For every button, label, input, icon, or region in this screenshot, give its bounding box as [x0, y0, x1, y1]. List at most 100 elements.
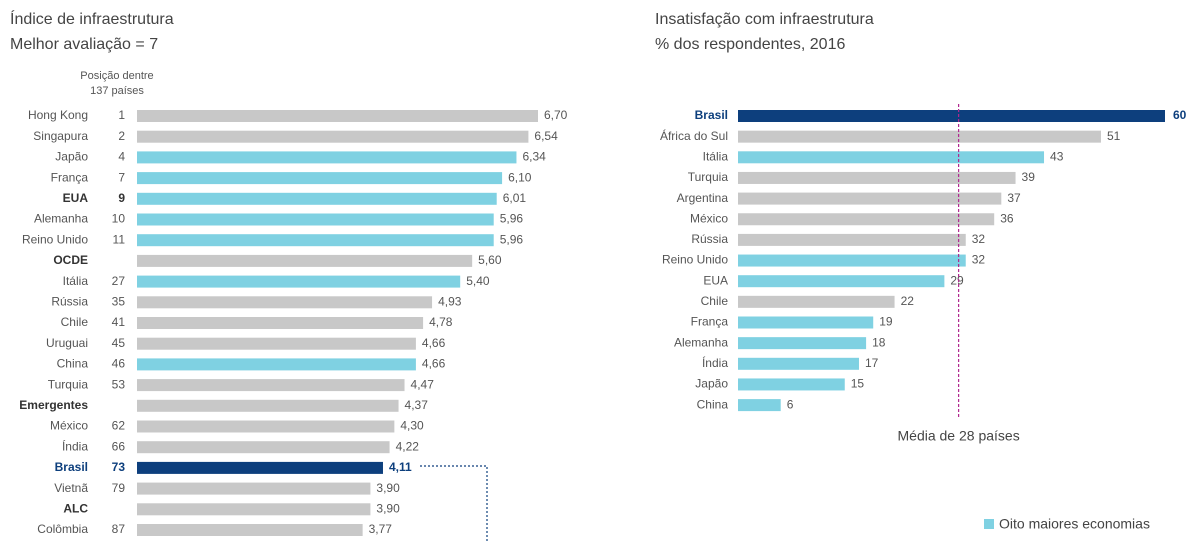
value-label: 36 [1000, 211, 1014, 225]
rank-label: 53 [112, 377, 126, 391]
value-label: 6,70 [544, 108, 568, 122]
category-label: Vietnã [54, 481, 88, 495]
chart-title: Insatisfação com infraestrutura [655, 11, 874, 28]
category-label: Uruguai [46, 336, 88, 350]
rank-label: 73 [112, 460, 126, 474]
category-label: Reino Unido [22, 232, 88, 246]
value-label: 5,60 [478, 253, 502, 267]
value-label: 4,37 [405, 398, 429, 412]
chart-subtitle: % dos respondentes, 2016 [655, 36, 845, 53]
rank-label: 79 [112, 481, 126, 495]
value-label: 18 [872, 335, 886, 349]
bar [738, 295, 895, 308]
bar [137, 254, 473, 267]
category-label: EUA [63, 191, 89, 205]
bar [738, 213, 995, 226]
value-label: 3,90 [376, 501, 400, 515]
bar [738, 357, 859, 370]
value-label: 6,54 [534, 129, 558, 143]
value-label: 6,34 [522, 150, 546, 164]
value-label: 37 [1007, 191, 1021, 205]
category-label: Alemanha [34, 212, 88, 226]
category-label: Emergentes [19, 398, 88, 412]
value-label: 15 [851, 377, 865, 391]
category-label: Argentina [677, 191, 729, 205]
legend-label: Oito maiores economias [999, 516, 1150, 532]
rank-header: 137 países [90, 85, 144, 97]
bar [137, 172, 503, 185]
category-label: ALC [63, 501, 88, 515]
value-label: 32 [972, 253, 986, 267]
bar [137, 358, 416, 371]
bar [738, 337, 867, 350]
bar [738, 378, 845, 391]
value-label: 60 [1173, 108, 1187, 122]
bar [137, 420, 395, 433]
value-label: 4,30 [400, 419, 424, 433]
category-label: Chile [61, 315, 89, 329]
rank-label: 7 [118, 170, 125, 184]
category-label: Reino Unido [662, 253, 728, 267]
category-label: Itália [703, 149, 729, 163]
value-label: 4,93 [438, 294, 462, 308]
bar [137, 234, 494, 247]
bar [738, 110, 1165, 122]
category-label: México [690, 211, 728, 225]
rank-label: 62 [112, 419, 126, 433]
bar [738, 399, 781, 412]
value-label: 5,96 [500, 212, 524, 226]
category-label: Japão [55, 150, 88, 164]
bar [738, 275, 945, 288]
bar [137, 130, 529, 143]
bar [137, 275, 461, 288]
rank-label: 41 [112, 315, 126, 329]
legend-swatch [984, 519, 994, 529]
bar [738, 233, 966, 246]
value-label: 5,40 [466, 274, 490, 288]
bar [137, 482, 371, 495]
category-label: Índia [62, 438, 88, 453]
value-label: 4,22 [396, 439, 420, 453]
category-label: Singapura [33, 129, 88, 143]
value-label: 22 [901, 294, 915, 308]
rank-label: 35 [112, 294, 126, 308]
category-label: Colômbia [37, 522, 88, 536]
bar [738, 151, 1045, 164]
rank-label: 9 [118, 191, 125, 205]
bar [137, 213, 494, 226]
value-label: 4,47 [411, 377, 435, 391]
category-label: França [691, 315, 729, 329]
bar [137, 192, 497, 205]
bar [137, 441, 390, 454]
bar [738, 171, 1016, 184]
bar [137, 151, 517, 164]
rank-label: 45 [112, 336, 126, 350]
rank-label: 87 [112, 522, 126, 536]
category-label: OCDE [53, 253, 88, 267]
reference-label: Média de 28 países [898, 428, 1020, 444]
rank-label: 11 [113, 232, 126, 246]
category-label: Brasil [695, 108, 728, 122]
bar [137, 503, 371, 516]
category-label: China [57, 357, 89, 371]
bar [137, 296, 433, 309]
value-label: 4,66 [422, 336, 446, 350]
value-label: 32 [972, 232, 986, 246]
bar [137, 110, 538, 122]
value-label: 5,96 [500, 232, 524, 246]
value-label: 43 [1050, 149, 1064, 163]
category-label: Índia [702, 355, 728, 370]
category-label: Chile [701, 294, 729, 308]
rank-header: Posição dentre [80, 70, 153, 82]
category-label: Alemanha [674, 335, 728, 349]
rank-label: 66 [112, 439, 126, 453]
bar [137, 461, 383, 474]
bar [137, 399, 399, 412]
category-label: EUA [703, 273, 728, 287]
bar [137, 379, 405, 392]
value-label: 3,90 [376, 481, 400, 495]
rank-label: 2 [118, 129, 125, 143]
rank-label: 46 [112, 357, 126, 371]
category-label: África do Sul [660, 128, 728, 143]
value-label: 6 [787, 397, 794, 411]
